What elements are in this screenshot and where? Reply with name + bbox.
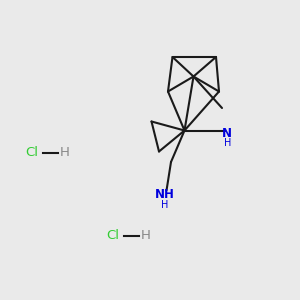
Text: NH: NH <box>154 188 174 201</box>
Text: N: N <box>221 127 232 140</box>
Text: H: H <box>60 146 69 160</box>
Text: H: H <box>141 229 150 242</box>
Text: H: H <box>224 138 232 148</box>
Text: H: H <box>161 200 168 210</box>
Text: Cl: Cl <box>106 229 119 242</box>
Text: Cl: Cl <box>25 146 38 160</box>
